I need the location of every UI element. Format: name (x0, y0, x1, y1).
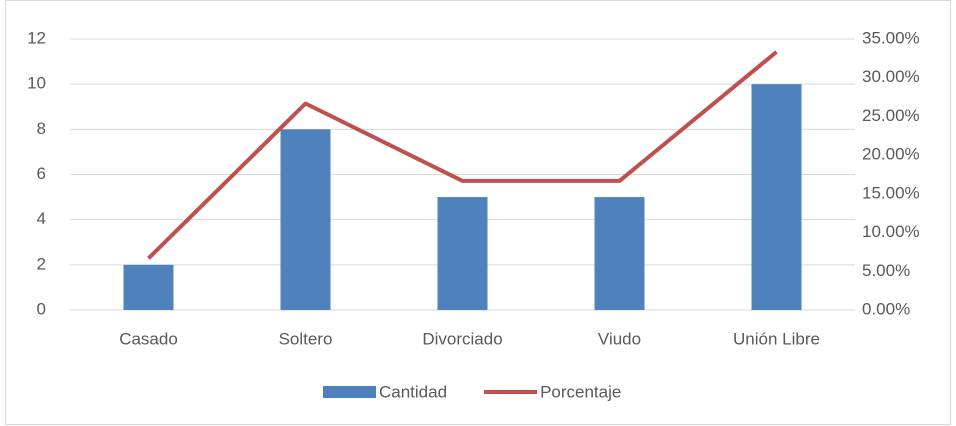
y2-tick-label: 15.00% (862, 183, 920, 202)
x-tick-label: Soltero (279, 329, 333, 348)
y2-tick-label: 30.00% (862, 67, 920, 86)
y-tick-label: 4 (37, 209, 46, 228)
y2-tick-label: 25.00% (862, 106, 920, 125)
y-tick-label: 10 (27, 74, 46, 93)
legend-label: Cantidad (379, 382, 447, 401)
y-tick-label: 0 (37, 299, 46, 318)
x-tick-label: Casado (119, 329, 178, 348)
y-tick-label: 8 (37, 119, 46, 138)
bar (123, 264, 174, 310)
y2-tick-label: 35.00% (862, 28, 920, 47)
bar (437, 197, 488, 310)
bar (594, 197, 645, 310)
legend-label: Porcentaje (540, 382, 621, 401)
y2-tick-label: 20.00% (862, 145, 920, 164)
y-tick-label: 6 (37, 164, 46, 183)
y-tick-label: 2 (37, 254, 46, 273)
bar (280, 129, 331, 310)
x-tick-label: Viudo (598, 329, 641, 348)
y-tick-label: 12 (27, 28, 46, 47)
legend-swatch (323, 386, 376, 398)
y2-tick-label: 5.00% (862, 261, 910, 280)
x-tick-label: Unión Libre (733, 329, 820, 348)
x-tick-label: Divorciado (422, 329, 502, 348)
y2-tick-label: 0.00% (862, 299, 910, 318)
bar (751, 84, 802, 311)
line (147, 50, 778, 260)
y2-tick-label: 10.00% (862, 222, 920, 241)
